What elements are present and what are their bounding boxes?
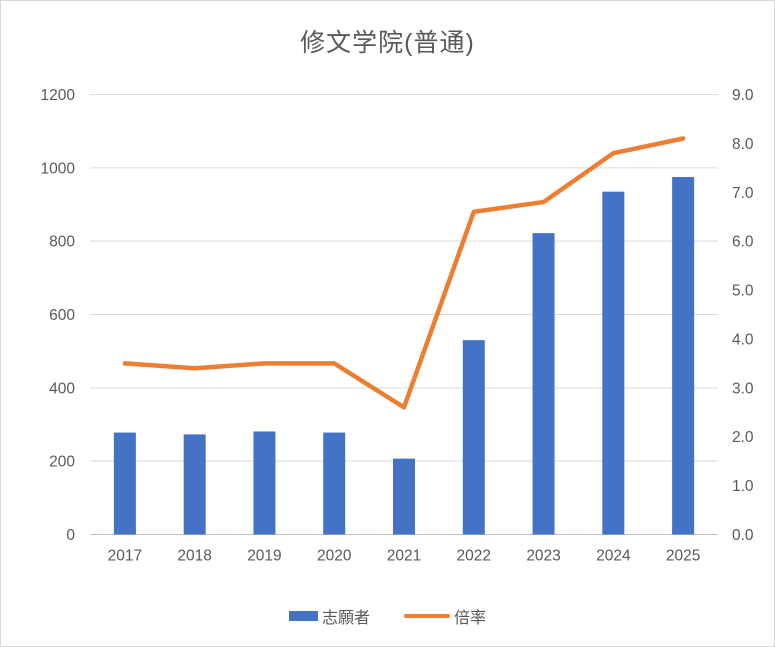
y-right-tick-label: 4.0	[732, 331, 754, 348]
x-tick-label: 2025	[666, 548, 700, 565]
x-tick-label: 2018	[177, 548, 211, 565]
bar-2020[interactable]	[323, 432, 346, 535]
bar-2019[interactable]	[253, 431, 276, 535]
y-right-tick-label: 0.0	[732, 527, 754, 544]
y-left-tick-label: 200	[49, 454, 75, 471]
y-left-tick-label: 800	[49, 234, 75, 251]
y-right-tick-label: 8.0	[732, 136, 754, 153]
x-tick-label: 2023	[526, 548, 560, 565]
bar-2025[interactable]	[672, 177, 695, 535]
y-left-tick-label: 1000	[41, 160, 76, 177]
y-left-tick-label: 0	[66, 527, 75, 544]
bar-2018[interactable]	[183, 434, 206, 535]
y-right-tick-label: 1.0	[732, 478, 754, 495]
line-series-swatch-icon	[404, 613, 450, 619]
legend-item-ratio[interactable]: 倍率	[404, 604, 486, 628]
y-right-tick-label: 9.0	[732, 87, 754, 104]
chart-title: 修文学院(普通)	[300, 29, 475, 57]
y-right-tick-label: 3.0	[732, 380, 754, 397]
y-right-tick-label: 2.0	[732, 429, 754, 446]
bar-2024[interactable]	[602, 191, 625, 535]
y-left-tick-label: 400	[49, 380, 75, 397]
legend-label-ratio: 倍率	[454, 610, 487, 627]
legend-item-applicants[interactable]: 志願者	[288, 604, 370, 628]
chart-legend: 志願者 倍率	[1, 604, 774, 628]
bar-2022[interactable]	[462, 340, 485, 535]
y-left-tick-label: 1200	[41, 87, 76, 104]
x-tick-label: 2019	[247, 548, 281, 565]
y-left-tick-label: 600	[49, 307, 75, 324]
x-tick-label: 2024	[596, 548, 631, 565]
x-tick-label: 2022	[457, 548, 491, 565]
ratio-line[interactable]	[122, 136, 686, 410]
bar-2017[interactable]	[113, 432, 136, 535]
x-tick-label: 2021	[387, 548, 421, 565]
y-right-tick-label: 5.0	[732, 283, 754, 300]
legend-label-applicants: 志願者	[321, 610, 370, 627]
y-right-tick-label: 6.0	[732, 234, 754, 251]
x-tick-label: 2017	[108, 548, 142, 565]
y-right-tick-label: 7.0	[732, 185, 754, 202]
x-tick-label: 2020	[317, 548, 352, 565]
bar-series-swatch-icon	[288, 611, 318, 621]
bar-2023[interactable]	[532, 233, 555, 535]
bar-2021[interactable]	[393, 458, 415, 535]
